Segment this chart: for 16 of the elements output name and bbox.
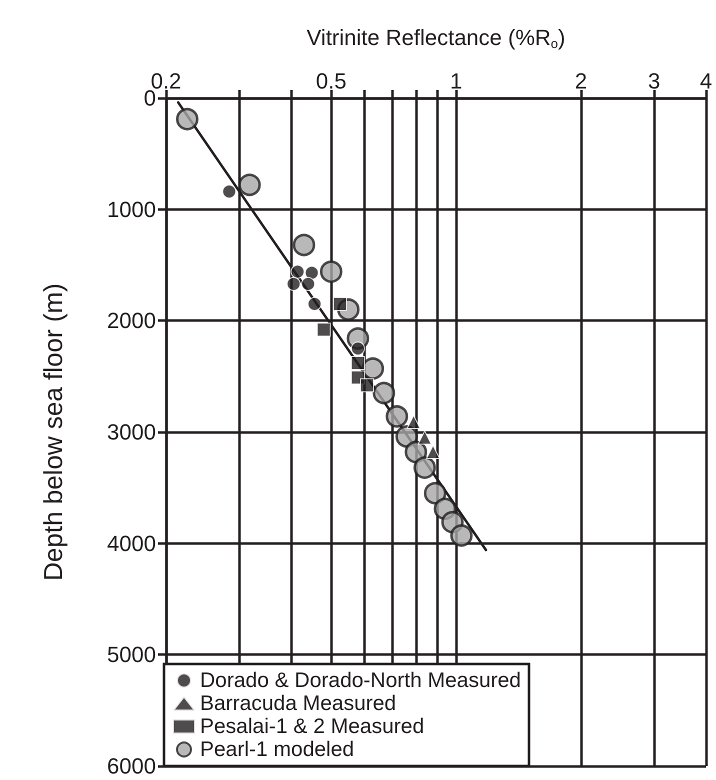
x-tick-label: 3 xyxy=(648,68,660,94)
y-tick-label: 3000 xyxy=(107,420,156,444)
x-tick-label: 1 xyxy=(450,68,462,94)
x-tick-label: 2 xyxy=(574,68,588,94)
legend-label: Dorado & Dorado-North Measured xyxy=(200,669,521,692)
legend-label: Barracuda Measured xyxy=(200,692,396,715)
y-tick-label: 6000 xyxy=(107,754,156,778)
y-tick-label: 2000 xyxy=(107,308,156,334)
x-tick-label: 0.5 xyxy=(316,68,346,94)
y-tick-label: 4000 xyxy=(107,530,156,556)
y-tick-label: 5000 xyxy=(107,642,156,668)
legend-label: Pesalai-1 & 2 Measured xyxy=(200,715,424,738)
y-axis-title: Depth below sea floor (m) xyxy=(38,283,68,581)
legend-label: Pearl-1 modeled xyxy=(200,738,354,761)
y-tick-label: 1000 xyxy=(107,196,156,222)
x-tick-label: 4 xyxy=(700,68,712,94)
